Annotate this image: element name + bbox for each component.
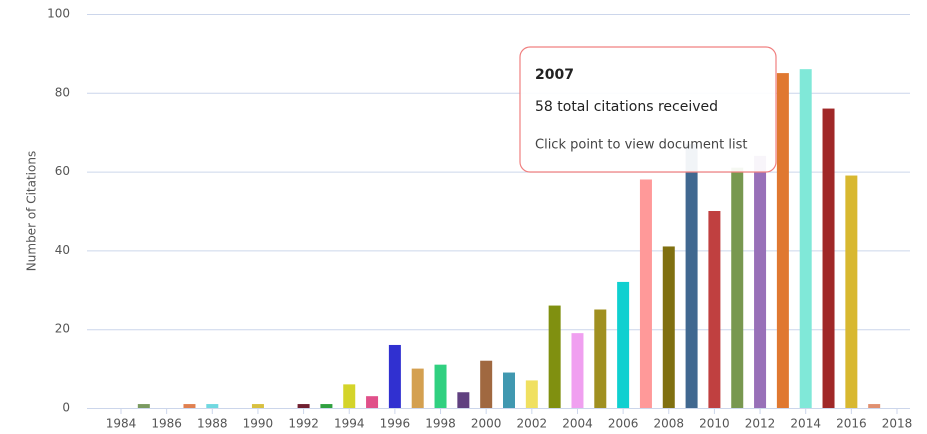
x-tick-label: 1992	[288, 417, 319, 431]
y-tick-label: 100	[47, 7, 70, 21]
bar	[137, 404, 150, 408]
bar	[685, 144, 698, 408]
bar	[297, 404, 310, 408]
bar	[639, 179, 652, 408]
bar	[206, 404, 219, 408]
bar	[503, 372, 515, 408]
bar	[251, 404, 264, 408]
x-tick-label: 2018	[882, 417, 913, 431]
bar	[731, 167, 744, 408]
y-tick-label: 80	[55, 85, 70, 99]
x-tick-label: 1984	[106, 417, 137, 431]
y-tick-label: 0	[62, 401, 70, 415]
bar	[776, 73, 789, 408]
tooltip-text: 58 total citations received	[535, 99, 718, 115]
bar	[480, 360, 493, 408]
bar	[183, 404, 196, 408]
x-tick-label: 2008	[653, 417, 684, 431]
tooltip-box	[519, 46, 777, 173]
x-tick-label: 1986	[151, 417, 182, 431]
bar	[868, 404, 881, 408]
bar	[320, 404, 333, 408]
bar	[457, 392, 470, 408]
bar	[548, 305, 561, 408]
bar	[754, 155, 767, 408]
bar	[343, 384, 356, 408]
x-tick-label: 2006	[608, 417, 639, 431]
bar	[411, 368, 424, 408]
bar	[594, 309, 607, 408]
bar	[708, 211, 721, 408]
x-tick-label: 2012	[745, 417, 776, 431]
bar	[571, 333, 584, 408]
bar	[822, 108, 835, 408]
bar	[617, 281, 630, 408]
x-tick-label: 2000	[471, 417, 502, 431]
tooltip: 2007 58 total citations received Click p…	[519, 46, 777, 173]
x-tick-label: 1998	[425, 417, 456, 431]
bar	[845, 175, 858, 408]
bar	[388, 344, 401, 408]
bar	[525, 380, 538, 408]
y-axis-label: Number of Citations	[25, 151, 39, 271]
x-tick-label: 1988	[197, 417, 228, 431]
tooltip-title: 2007	[535, 67, 574, 83]
x-tick-label: 1996	[380, 417, 411, 431]
tooltip-hint: Click point to view document list	[535, 138, 747, 153]
x-tick-label: 2002	[517, 417, 548, 431]
x-tick-label: 2014	[790, 417, 821, 431]
x-tick-label: 2010	[699, 417, 730, 431]
y-tick-label: 40	[55, 243, 70, 257]
plot-area: 0 20 40 60 80 100 1984 1986 1988 1990 1992 1994 1996…	[47, 7, 912, 431]
y-tick-label: 60	[55, 164, 70, 178]
bar	[662, 246, 675, 408]
y-tick-label: 20	[55, 322, 70, 336]
x-tick-label: 1990	[243, 417, 274, 431]
x-tick-label: 2016	[836, 417, 867, 431]
bar	[434, 364, 447, 408]
bar	[799, 69, 812, 408]
x-tick-label: 2004	[562, 417, 593, 431]
x-tick-label: 1994	[334, 417, 365, 431]
bar	[366, 396, 379, 408]
